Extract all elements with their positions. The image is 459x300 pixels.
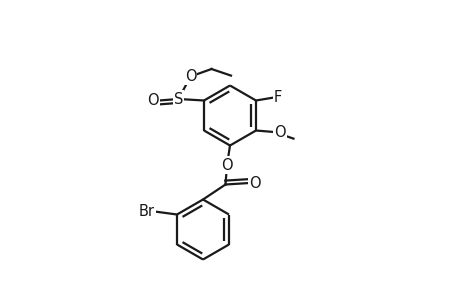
Text: Br: Br [138, 204, 154, 219]
Text: O: O [185, 69, 196, 84]
Text: O: O [249, 176, 261, 190]
Text: S: S [174, 92, 183, 106]
Text: O: O [147, 93, 159, 108]
Text: F: F [274, 90, 282, 105]
Text: O: O [221, 158, 232, 172]
Text: O: O [274, 124, 285, 140]
